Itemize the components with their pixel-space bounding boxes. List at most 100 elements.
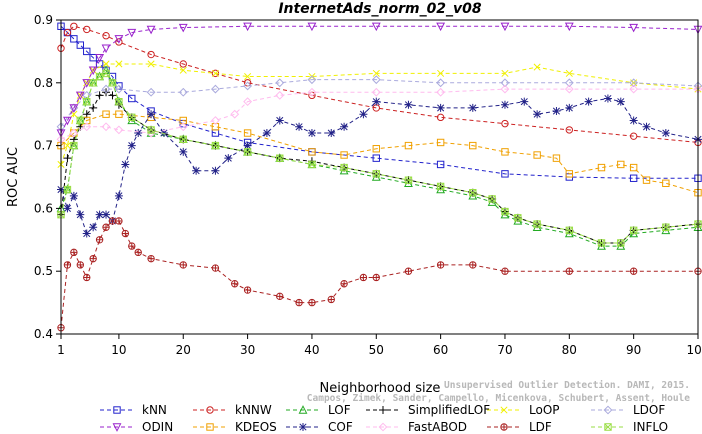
data-point-ldf [211, 264, 220, 272]
data-point-inflo [63, 185, 72, 194]
data-point-knn [629, 174, 638, 182]
legend-swatch-marker [500, 423, 508, 431]
data-point-odin [75, 91, 85, 101]
data-point-loop [372, 69, 380, 77]
data-point-ldf [76, 261, 85, 269]
legend-item-cof: COF [286, 420, 353, 434]
watermark: Unsupervised Outlier Detection. DAMI, 20… [307, 380, 690, 404]
data-point-knn [89, 53, 97, 62]
data-point-ldf [134, 248, 142, 256]
data-point-inflo [89, 79, 97, 87]
data-point-inflo [147, 126, 155, 134]
data-point-ldof [82, 90, 92, 100]
data-point-inflo [76, 116, 85, 125]
data-point-cof [642, 122, 651, 131]
legend-label: LDF [529, 420, 552, 434]
data-point-ldf [147, 255, 155, 263]
data-point-ldf [501, 267, 509, 275]
data-point-kdeos [617, 160, 625, 169]
data-point-knn [436, 160, 445, 169]
data-point-inflo [70, 141, 78, 150]
data-point-kdeos [597, 163, 606, 172]
data-point-loop [147, 60, 155, 68]
data-point-ldof [371, 75, 381, 85]
legend-label: FastABOD [408, 420, 467, 434]
y-tick-label: 0.8 [34, 76, 53, 90]
y-axis-label: ROC AUC [6, 147, 21, 207]
x-tick-label: 100 [687, 343, 702, 357]
legend-swatch-marker [604, 423, 612, 431]
data-point-ldf [179, 261, 187, 269]
y-tick-label: 0.6 [34, 201, 53, 215]
data-point-fastabod [230, 109, 240, 119]
data-point-loop [179, 66, 187, 74]
data-point-ldf [436, 261, 445, 269]
data-point-cof [661, 129, 670, 138]
data-point-cof [436, 103, 445, 112]
data-point-kdeos [102, 110, 110, 118]
data-point-fastabod [69, 128, 79, 138]
data-point-cof [468, 103, 477, 112]
data-point-ldf [340, 280, 348, 288]
data-point-ldf [327, 295, 335, 304]
legend-item-simplifiedlof: SimplifiedLOF [366, 403, 490, 417]
data-point-ldf [63, 261, 72, 269]
data-point-fastabod [101, 122, 111, 132]
data-point-ldof [101, 84, 111, 94]
data-point-inflo [617, 239, 625, 247]
data-point-knn [501, 170, 509, 178]
series-line-ldf [60, 220, 698, 328]
data-point-cof [224, 154, 233, 163]
data-point-cof [114, 191, 123, 200]
data-point-knnw [179, 60, 187, 68]
data-point-kdeos [115, 110, 123, 118]
legend-label: kNN [142, 403, 167, 417]
data-point-knn [76, 41, 85, 49]
legend-item-knnw: kNNW [193, 403, 272, 417]
data-point-ldf [295, 298, 303, 307]
data-point-ldf [89, 255, 97, 263]
data-point-kdeos [372, 145, 380, 153]
data-point-odin [63, 116, 72, 126]
data-point-inflo [276, 154, 284, 162]
x-tick-label: 60 [433, 343, 448, 357]
legend-item-ldof: LDOF [591, 403, 665, 417]
data-point-cof [121, 160, 130, 169]
data-point-ldf [469, 261, 477, 269]
series-fastabod [56, 84, 702, 144]
data-point-inflo [115, 97, 123, 106]
data-point-ldf [372, 273, 380, 282]
data-point-ldf [308, 298, 316, 307]
data-point-inflo [372, 170, 380, 178]
data-point-fastabod [82, 122, 92, 132]
data-point-cof [95, 210, 104, 219]
x-tick-label: 10 [111, 343, 126, 357]
data-point-knn [128, 94, 136, 103]
x-tick-label: 30 [240, 343, 255, 357]
x-tick-label: 50 [369, 343, 384, 357]
series-ldof [56, 75, 702, 132]
data-point-loop [501, 69, 509, 77]
data-point-fastabod [114, 125, 124, 135]
data-point-ldof [564, 78, 574, 88]
data-point-kdeos [243, 129, 252, 137]
legend-swatch-marker [603, 405, 613, 415]
data-point-odin [243, 22, 253, 32]
x-tick-label: 20 [176, 343, 191, 357]
data-point-kdeos [662, 179, 670, 187]
data-point-ldf [565, 267, 574, 275]
series-cof [57, 94, 702, 238]
x-tick-label: 40 [304, 343, 319, 357]
legend-swatch-marker [206, 406, 214, 414]
data-point-ldf [70, 248, 78, 256]
data-point-kdeos [308, 148, 316, 156]
data-point-inflo [514, 214, 522, 222]
data-point-ldf [629, 267, 638, 275]
data-point-fastabod [629, 84, 639, 94]
data-point-knn [372, 154, 380, 162]
data-point-odin [95, 53, 105, 63]
data-point-ldof [146, 87, 156, 97]
data-point-ldof [307, 75, 317, 85]
legend-label: COF [328, 420, 353, 434]
y-tick-label: 0.9 [34, 13, 53, 27]
